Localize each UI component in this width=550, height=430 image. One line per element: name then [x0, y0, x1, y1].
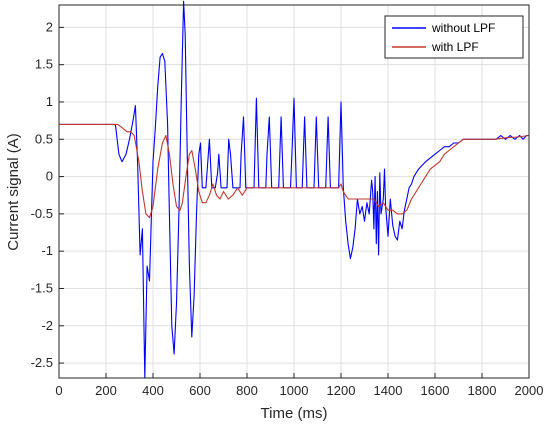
legend-box: [384, 15, 524, 59]
y-tick-label: 0: [46, 169, 53, 184]
x-tick-label: 1000: [280, 383, 309, 398]
x-tick-label: 1800: [468, 383, 497, 398]
series-line-without-lpf: [59, 0, 529, 379]
x-tick-label: 800: [236, 383, 258, 398]
y-tick-label: -1.5: [31, 280, 53, 295]
y-tick-label: 0.5: [35, 131, 53, 146]
y-tick-label: 1.5: [35, 57, 53, 72]
y-tick-label: 2: [46, 19, 53, 34]
plot-frame: [58, 4, 530, 379]
y-tick-label: -2: [41, 318, 53, 333]
data-series: [59, 0, 530, 379]
x-tick-label: 0: [55, 383, 62, 398]
legend: without LPF with LPF: [384, 15, 524, 59]
x-tick-label: 600: [189, 383, 211, 398]
x-axis-label: Time (ms): [261, 405, 328, 422]
legend-label-with-lpf: with LPF: [431, 40, 479, 54]
x-tick-label: 1400: [374, 383, 403, 398]
x-tick-label: 1200: [327, 383, 356, 398]
y-tick-label: -1: [41, 243, 53, 258]
tick-labels: 0 200 400 600 800 1000 1200 1400 1600 1800 2000 -2.…: [31, 19, 544, 398]
y-tick-label: -2.5: [31, 355, 53, 370]
x-tick-label: 400: [142, 383, 164, 398]
y-tick-label: -0.5: [31, 206, 53, 221]
y-axis-label: Current signal (A): [5, 133, 22, 251]
legend-label-without-lpf: without LPF: [431, 21, 495, 35]
x-tick-label: 2000: [515, 383, 544, 398]
x-tick-label: 200: [95, 383, 117, 398]
series-line-with-lpf: [59, 123, 530, 219]
x-tick-label: 1600: [421, 383, 450, 398]
y-tick-label: 1: [46, 94, 53, 109]
